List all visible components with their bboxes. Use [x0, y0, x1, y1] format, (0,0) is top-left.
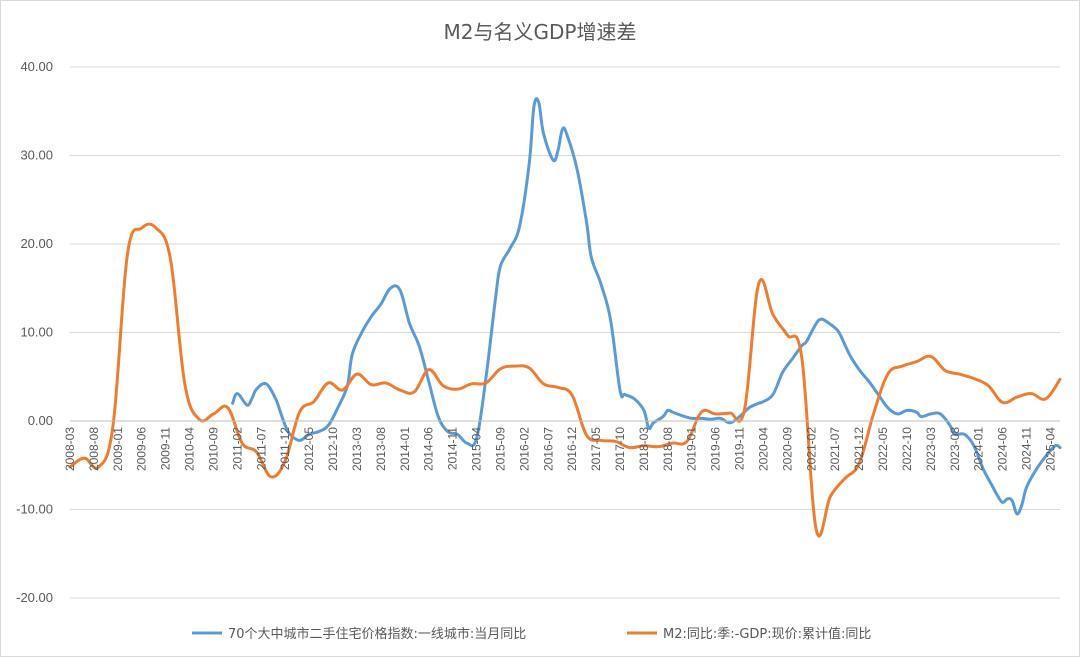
- series-line-2: [68, 222, 1062, 538]
- x-tick-label: 2010-09: [206, 427, 220, 471]
- x-tick-label: 2016-02: [517, 427, 531, 471]
- y-tick-label: 10.00: [20, 325, 53, 340]
- x-tick-label: 2014-11: [446, 427, 460, 470]
- x-tick-label: 2018-03: [637, 427, 651, 471]
- y-tick-label: 0.00: [28, 413, 53, 428]
- x-tick-label: 2011-12: [278, 427, 292, 470]
- x-tick-label: 2009-11: [159, 427, 173, 470]
- x-tick-label: 2014-06: [422, 427, 436, 471]
- x-tick-label: 2025-04: [1043, 427, 1057, 471]
- x-tick-label: 2023-03: [924, 427, 938, 471]
- x-tick-label: 2019-11: [733, 427, 747, 470]
- x-tick-label: 2024-06: [996, 427, 1010, 471]
- y-axis-ticks: -20.00 -10.00 0.00 10.00 20.00 30.00 40.00: [16, 59, 53, 605]
- x-tick-label: 2021-02: [804, 427, 818, 471]
- x-tick-label: 2009-01: [111, 427, 125, 471]
- x-tick-label: 2013-08: [374, 427, 388, 471]
- x-tick-label: 2015-09: [493, 427, 507, 471]
- series-lines: [68, 97, 1062, 538]
- x-tick-label: 2009-06: [135, 427, 149, 471]
- x-tick-label: 2012-05: [302, 427, 316, 471]
- x-tick-label: 2011-02: [230, 427, 244, 470]
- x-tick-label: 2021-12: [852, 427, 866, 471]
- x-tick-label: 2020-09: [780, 427, 794, 471]
- x-tick-label: 2008-03: [63, 427, 77, 471]
- series-line-1: [231, 97, 1062, 516]
- x-tick-label: 2012-10: [326, 427, 340, 471]
- x-axis-ticks: 2008-03 2008-08 2009-01 2009-06 2009-11 2010-…: [63, 427, 1057, 471]
- chart-title: M2与名义GDP增速差: [444, 20, 637, 44]
- legend: 70个大中城市二手住宅价格指数:一线城市:当月同比 M2:同比:季:-GDP:现…: [192, 626, 871, 642]
- legend-label-series-1: 70个大中城市二手住宅价格指数:一线城市:当月同比: [228, 626, 526, 642]
- x-tick-label: 2018-08: [661, 427, 675, 471]
- x-tick-label: 2024-01: [972, 427, 986, 471]
- gridlines: [70, 66, 1060, 599]
- x-tick-label: 2013-03: [350, 427, 364, 471]
- x-tick-label: 2011-07: [254, 427, 268, 470]
- y-tick-label: 40.00: [20, 59, 53, 74]
- x-tick-label: 2016-07: [541, 427, 555, 471]
- y-tick-label: -20.00: [16, 590, 53, 605]
- x-tick-label: 2023-08: [948, 427, 962, 471]
- x-tick-label: 2014-01: [398, 427, 412, 471]
- x-tick-label: 2017-05: [589, 427, 603, 471]
- x-tick-label: 2021-07: [828, 427, 842, 471]
- x-tick-label: 2008-08: [87, 427, 101, 471]
- x-tick-label: 2019-01: [685, 427, 699, 471]
- x-tick-label: 2024-11: [1020, 427, 1034, 470]
- x-tick-label: 2020-04: [756, 427, 770, 471]
- x-tick-label: 2016-12: [565, 427, 579, 471]
- x-tick-label: 2015-04: [470, 427, 484, 471]
- x-tick-label: 2010-04: [183, 427, 197, 471]
- y-tick-label: 20.00: [20, 236, 53, 251]
- x-tick-label: 2019-06: [709, 427, 723, 471]
- y-tick-label: 30.00: [20, 148, 53, 163]
- y-tick-label: -10.00: [16, 502, 53, 517]
- x-tick-label: 2017-10: [613, 427, 627, 471]
- x-tick-label: 2022-05: [876, 427, 890, 471]
- legend-label-series-2: M2:同比:季:-GDP:现价:累计值:同比: [663, 626, 871, 642]
- x-tick-label: 2022-10: [900, 427, 914, 471]
